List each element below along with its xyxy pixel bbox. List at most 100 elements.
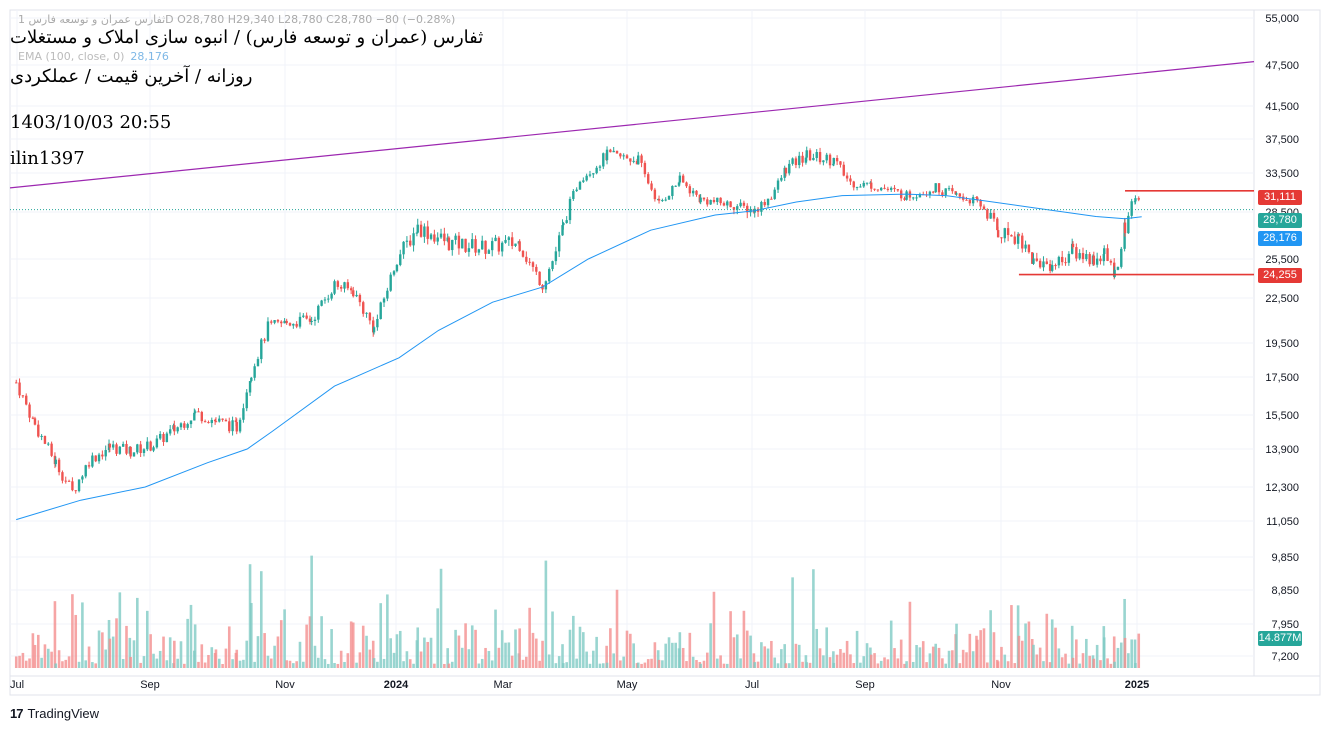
candle-body — [1054, 265, 1057, 267]
candle-body — [561, 225, 564, 236]
candle-body — [805, 150, 808, 158]
candle-body — [111, 444, 115, 448]
resistance-trendline — [9, 61, 1255, 189]
volume-bar — [832, 662, 836, 668]
y-tick-label: 22,500 — [1265, 293, 1299, 305]
volume-bar — [320, 616, 323, 668]
candle-body — [905, 191, 908, 200]
volume-bar — [408, 659, 412, 668]
volume-tag: 14.877M — [1258, 631, 1302, 646]
volume-bar — [1035, 654, 1039, 668]
candle-body — [242, 408, 245, 420]
volume-bar — [934, 643, 938, 668]
volume-bar — [615, 589, 619, 668]
volume-bar — [1003, 654, 1007, 668]
candle-body — [37, 424, 40, 437]
candle-body — [798, 155, 801, 166]
candle-body — [699, 197, 702, 203]
candle-body — [625, 155, 629, 159]
candle-body — [389, 274, 392, 291]
candle-body — [362, 302, 365, 314]
volume-bar — [691, 656, 695, 668]
volume-bar — [349, 621, 353, 668]
volume-bar — [770, 640, 773, 668]
candle-body — [405, 240, 409, 242]
volume-bar — [937, 647, 941, 668]
volume-bar — [288, 660, 292, 668]
y-tick-label: 9,850 — [1271, 552, 1299, 564]
volume-bar — [1050, 619, 1054, 668]
candle-body — [893, 187, 896, 190]
candle-body — [477, 249, 481, 253]
volume-bar — [33, 644, 37, 668]
volume-bar — [376, 661, 379, 668]
candle-body — [883, 187, 886, 189]
candle-body — [457, 235, 461, 249]
candle-body — [1032, 258, 1035, 264]
volume-bar — [739, 658, 742, 668]
volume-bar — [656, 650, 660, 668]
candle-body — [1000, 237, 1003, 239]
volume-bar — [657, 659, 661, 668]
volume-bar — [365, 635, 368, 668]
candle-body — [165, 433, 169, 443]
candle-body — [528, 261, 531, 263]
candle-body — [57, 459, 61, 473]
volume-bar — [780, 649, 783, 668]
volume-bar — [477, 663, 481, 668]
candle-body — [333, 281, 336, 294]
volume-bar — [518, 628, 521, 668]
candle-body — [632, 160, 635, 162]
volume-bar — [671, 642, 674, 668]
volume-bar — [1010, 605, 1013, 668]
candle-body — [224, 419, 228, 422]
candle-body — [643, 162, 647, 175]
volume-bar — [326, 663, 330, 668]
tradingview-branding[interactable]: 17 TradingView — [10, 706, 99, 721]
candle-body — [1078, 253, 1081, 259]
volume-bar — [845, 640, 849, 668]
candle-body — [635, 160, 639, 165]
y-tick-label: 55,000 — [1265, 13, 1299, 25]
volume-bar — [622, 656, 625, 668]
volume-bar — [725, 663, 729, 668]
volume-bar — [849, 654, 852, 668]
candle-body — [941, 192, 944, 196]
candle-body — [595, 167, 598, 174]
volume-bar — [238, 660, 242, 668]
x-tick-label: Mar — [494, 679, 513, 691]
candle-body — [183, 423, 186, 428]
candle-body — [1024, 244, 1027, 249]
volume-bar — [189, 604, 193, 668]
volume-bar — [992, 632, 996, 668]
candle-body — [108, 443, 112, 448]
volume-bar — [436, 608, 440, 668]
candle-body — [136, 444, 139, 453]
volume-bar — [200, 644, 204, 668]
volume-bar — [712, 591, 716, 668]
volume-bar — [688, 632, 692, 668]
volume-bar — [1038, 647, 1042, 668]
volume-bar — [168, 637, 172, 668]
volume-bar — [162, 636, 165, 668]
volume-bar — [310, 555, 313, 668]
candle-body — [835, 158, 839, 162]
volume-bar — [612, 653, 615, 668]
candle-body — [989, 212, 992, 219]
candle-body — [1134, 198, 1137, 202]
candle-body — [691, 190, 695, 194]
candle-body — [416, 224, 419, 233]
candle-body — [234, 420, 238, 423]
candle-body — [585, 175, 588, 181]
volume-bar — [186, 618, 189, 668]
tradingview-name: TradingView — [27, 706, 100, 721]
volume-bar — [925, 662, 928, 668]
volume-bar — [256, 636, 260, 668]
volume-bar — [784, 663, 788, 668]
volume-bar — [908, 601, 912, 668]
volume-bar — [776, 663, 780, 668]
volume-bar — [760, 642, 763, 668]
volume-bar — [667, 637, 671, 668]
y-tick-label: 8,850 — [1271, 585, 1299, 597]
